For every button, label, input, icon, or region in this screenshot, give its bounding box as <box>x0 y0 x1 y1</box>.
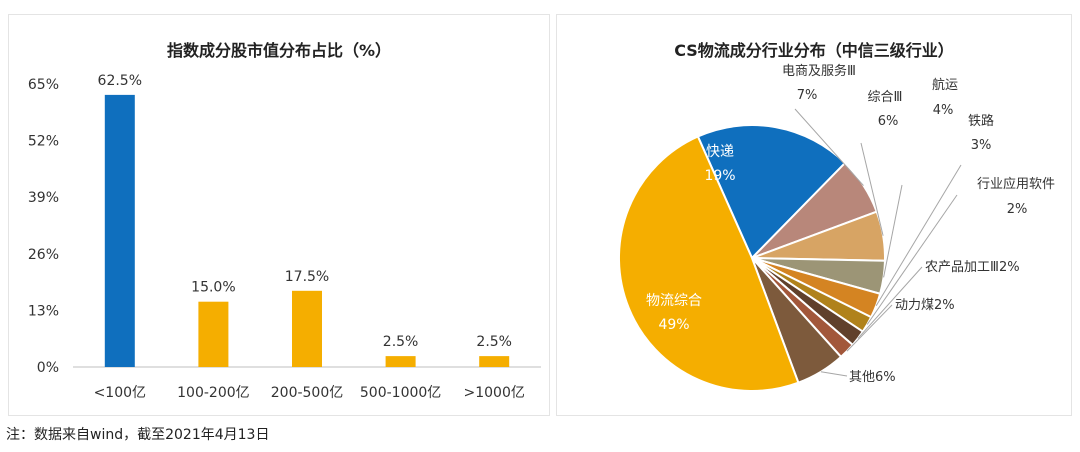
pie-slice-label: 铁路 <box>968 113 994 129</box>
pie-slice-value: 3% <box>971 138 992 153</box>
y-tick-label: 65% <box>28 77 59 93</box>
x-tick-label: 500-1000亿 <box>360 385 441 401</box>
x-tick-label: 100-200亿 <box>177 385 250 401</box>
bar-chart: 0% 13% 26% 39% 52% 65% 62.5% <100亿 15.0% 100-200亿… <box>28 73 541 401</box>
bar-value-label: 2.5% <box>383 334 419 350</box>
pie-slice-value: 49% <box>658 317 689 333</box>
leader-line <box>875 164 962 306</box>
bar-value-label: 15.0% <box>191 280 235 296</box>
pie-slice-label: 航运 <box>932 77 958 93</box>
x-tick-label: >1000亿 <box>464 385 525 401</box>
source-note: 注：数据来自wind，截至2021年4月13日 <box>6 427 270 443</box>
bar <box>292 290 322 367</box>
pie-slice-value: 4% <box>933 103 954 118</box>
pie-slice <box>617 135 800 393</box>
pie-slice-value: 2% <box>1007 202 1028 217</box>
pie-slice-label: 快递 <box>706 144 734 160</box>
pie-slice-value: 7% <box>797 88 818 103</box>
leader-line <box>866 194 958 325</box>
bar-value-label: 62.5% <box>98 73 142 89</box>
leader-line <box>883 184 903 278</box>
pie-slice-label: 动力煤2% <box>895 298 955 313</box>
y-tick-label: 0% <box>37 360 59 376</box>
pie-slice-label: 其他6% <box>849 370 896 385</box>
pie-chart-panel: CS物流成分行业分布（中信三级行业） 快递 19% 物流综合 49% 电商及服务Ⅲ 7% 综… <box>556 14 1072 416</box>
pie-chart: 快递 19% 物流综合 49% 电商及服务Ⅲ 7% 综合Ⅲ 6% 航运 4% 铁路 3% 行业应用软件 2… <box>617 63 1055 393</box>
bar-value-label: 17.5% <box>285 269 329 285</box>
leader-line <box>846 304 893 352</box>
pie-slice-value: 19% <box>704 168 735 184</box>
pie-slice-label: 综合Ⅲ <box>868 90 903 105</box>
x-tick-label: 200-500亿 <box>271 385 344 401</box>
leader-line <box>860 142 884 236</box>
bar-value-label: 2.5% <box>476 334 512 350</box>
y-tick-label: 39% <box>28 190 59 206</box>
leader-line <box>857 266 923 339</box>
y-tick-label: 13% <box>28 303 59 319</box>
bar <box>479 356 510 367</box>
bar <box>198 301 229 367</box>
leader-line <box>820 371 848 377</box>
pie-slice-value: 6% <box>878 114 899 129</box>
leader-line <box>794 108 864 186</box>
pie-slice-label: 物流综合 <box>646 293 702 309</box>
pie-chart-title: CS物流成分行业分布（中信三级行业） <box>674 41 954 60</box>
y-tick-label: 52% <box>28 134 59 150</box>
y-tick-label: 26% <box>28 247 59 263</box>
bar <box>385 356 416 367</box>
pie-slice-label: 行业应用软件 <box>977 176 1055 192</box>
bar-chart-title: 指数成分股市值分布占比（%） <box>166 41 392 60</box>
bar <box>104 94 135 367</box>
pie-slice-label: 农产品加工Ⅲ2% <box>925 260 1020 275</box>
pie-slice-label: 电商及服务Ⅲ <box>782 63 856 79</box>
x-tick-label: <100亿 <box>94 385 146 401</box>
bar-chart-panel: 指数成分股市值分布占比（%） 0% 13% 26% 39% 52% 65% 62.5% <10… <box>8 14 550 416</box>
